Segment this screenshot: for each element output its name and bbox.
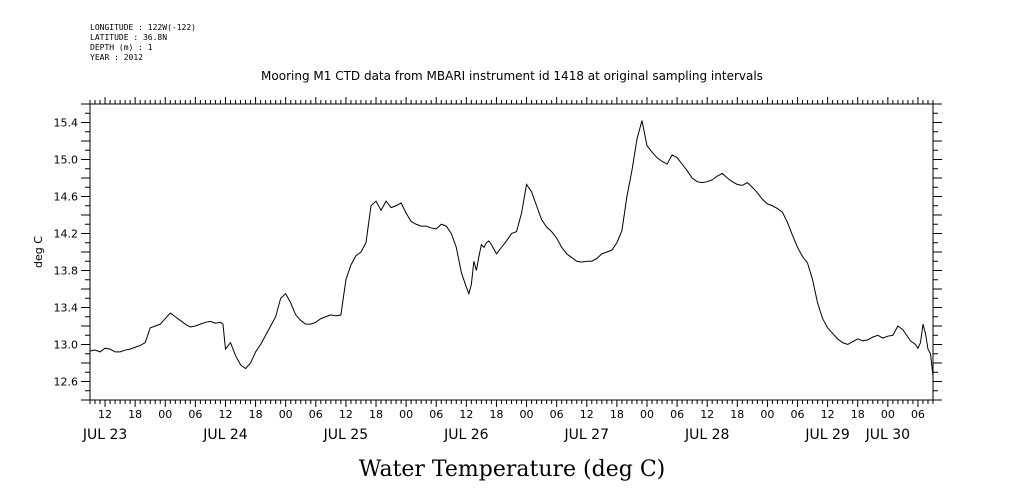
x-day-label: JUL 25: [323, 427, 368, 443]
depth-label: DEPTH (m) : 1: [90, 43, 153, 52]
x-day-label: JUL 28: [684, 427, 729, 443]
x-hour-label: 18: [369, 408, 383, 421]
x-hour-label: 18: [249, 408, 263, 421]
x-day-label: JUL 26: [443, 427, 489, 443]
plot-frame: [89, 103, 934, 401]
x-hour-label: 18: [851, 408, 865, 421]
series-line: [89, 120, 934, 377]
x-hour-label: 12: [821, 408, 835, 421]
latitude-label: LATITUDE : 36.8N: [90, 33, 168, 42]
x-hour-label: 00: [399, 408, 413, 421]
y-tick-label: 15.0: [54, 154, 79, 167]
x-hour-label: 18: [489, 408, 503, 421]
y-axis-label: deg C: [32, 236, 45, 268]
y-tick-label: 13.8: [54, 265, 79, 278]
x-hour-label: 12: [580, 408, 594, 421]
x-hour-label: 06: [188, 408, 202, 421]
x-hour-label: 00: [640, 408, 654, 421]
x-hour-label: 00: [760, 408, 774, 421]
x-hour-label: 18: [610, 408, 624, 421]
x-day-label: JUL 30: [865, 427, 910, 443]
x-hour-label: 12: [700, 408, 714, 421]
x-hour-label: 12: [459, 408, 473, 421]
x-hour-label: 12: [98, 408, 112, 421]
x-hour-label: 00: [520, 408, 534, 421]
x-day-label: JUL 24: [202, 427, 248, 443]
x-hour-label: 12: [218, 408, 232, 421]
x-hour-label: 00: [158, 408, 172, 421]
x-day-label: JUL 27: [564, 427, 609, 443]
x-hour-label: 18: [128, 408, 142, 421]
year-label: YEAR : 2012: [90, 53, 143, 62]
x-hour-label: 00: [881, 408, 895, 421]
x-hour-label: 06: [670, 408, 684, 421]
y-tick-label: 15.4: [54, 117, 79, 130]
x-hour-label: 18: [730, 408, 744, 421]
chart-title: Mooring M1 CTD data from MBARI instrumen…: [261, 69, 763, 83]
x-axis-title: Water Temperature (deg C): [359, 457, 666, 482]
x-hour-label: 00: [279, 408, 293, 421]
y-tick-label: 13.0: [54, 339, 79, 352]
y-tick-label: 14.6: [54, 191, 79, 204]
y-tick-label: 13.4: [54, 302, 79, 315]
y-tick-label: 12.6: [54, 376, 79, 389]
x-hour-label: 06: [309, 408, 323, 421]
x-day-label: JUL 23: [82, 427, 127, 443]
x-hour-label: 06: [429, 408, 443, 421]
longitude-label: LONGITUDE : 122W(-122): [90, 23, 196, 32]
x-day-label: JUL 29: [804, 427, 849, 443]
x-hour-label: 06: [550, 408, 564, 421]
x-hour-label: 12: [339, 408, 353, 421]
x-hour-label: 06: [911, 408, 925, 421]
x-axis-ticks: 12 18 00 06 12 18 00 06 12 18 00 06 12 18 00 06 12 18 00 06…: [82, 408, 925, 443]
minor-ticks: [89, 97, 934, 407]
y-tick-label: 14.2: [54, 228, 79, 241]
y-axis-ticks: 12.6 13.0 13.4 13.8 14.2 14.6 15.0 15.4: [54, 103, 942, 401]
x-hour-label: 06: [791, 408, 805, 421]
